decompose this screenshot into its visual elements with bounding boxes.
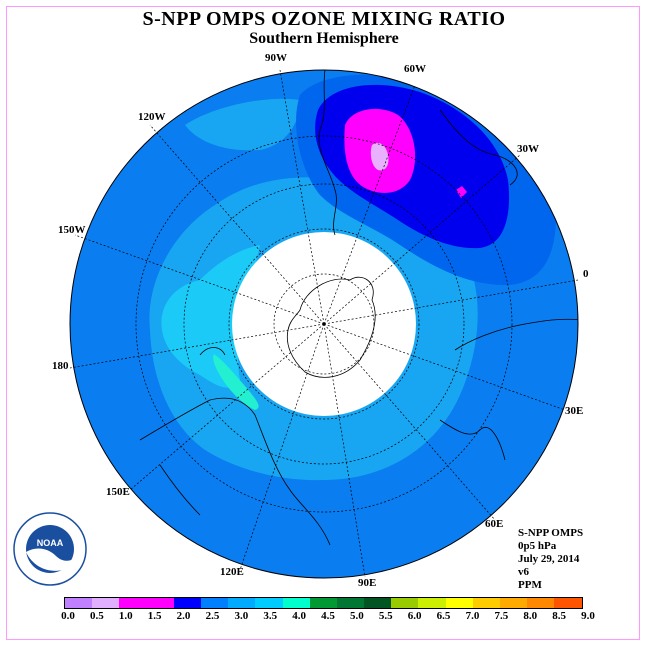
lon-label-0: 0	[583, 268, 589, 280]
colorbar-swatch	[146, 598, 174, 608]
colorbar-tick-label: 3.5	[263, 610, 278, 622]
colorbar-swatch	[418, 598, 446, 608]
south-pole-marker	[322, 322, 326, 326]
colorbar-tick-label: 6.5	[436, 610, 451, 622]
ozone-contour-4-0	[213, 354, 259, 410]
info-block: S-NPP OMPS 0p5 hPa July 29, 2014 v6 PPM	[518, 527, 583, 592]
colorbar-swatch	[336, 598, 365, 608]
colorbar-swatch	[282, 598, 310, 608]
colorbar-ticks: 0.0 0.5 1.0 1.5 2.0 2.5 3.0 3.5 4.0 4.5 5.0 5.5 6.0 6…	[61, 610, 595, 624]
ozone-contour-0-5	[370, 142, 389, 171]
info-level: 0p5 hPa	[518, 540, 557, 552]
lon-label-60w: 60W	[404, 63, 426, 75]
lon-label-120w: 120W	[138, 111, 166, 123]
lon-label-90w: 90W	[265, 52, 287, 64]
colorbar-swatch	[472, 598, 500, 608]
colorbar-swatch	[65, 598, 93, 608]
lon-label-150w: 150W	[58, 224, 86, 236]
colorbar-tick-label: 2.0	[176, 610, 191, 622]
colorbar-tick-label: 0.5	[90, 610, 104, 622]
colorbar-tick-label: 7.5	[494, 610, 509, 622]
figure-frame	[6, 6, 640, 640]
map-title: S-NPP OMPS OZONE MIXING RATIO	[142, 8, 506, 30]
info-units: PPM	[518, 579, 542, 591]
colorbar-tick-label: 4.5	[321, 610, 335, 622]
colorbar-tick-label: 5.0	[350, 610, 364, 622]
colorbar-swatch	[173, 598, 201, 608]
lon-label-30e: 30E	[565, 405, 584, 417]
colorbar-swatch	[364, 598, 392, 608]
colorbar-swatch	[445, 598, 473, 608]
lon-label-180: 180	[52, 360, 69, 372]
ozone-contour-3-5	[161, 245, 260, 388]
colorbar-tick-label: 0.0	[61, 610, 75, 622]
info-version: v6	[518, 566, 529, 578]
colorbar-tick-label: 8.5	[552, 610, 566, 622]
colorbar-tick-label: 7.0	[465, 610, 480, 622]
graticule	[69, 69, 579, 578]
colorbar-tick-label: 8.0	[523, 610, 538, 622]
colorbar-swatch	[255, 598, 283, 608]
ozone-light-patch	[291, 206, 324, 230]
colorbar-swatch	[200, 598, 229, 608]
colorbar-tick-label: 2.5	[205, 610, 220, 622]
colorbar	[64, 597, 583, 609]
lon-label-150e: 150E	[106, 486, 130, 498]
colorbar-swatch	[527, 598, 555, 608]
colorbar-swatch	[391, 598, 419, 608]
map-boundary	[69, 69, 579, 579]
colorbar-tick-label: 3.0	[234, 610, 249, 622]
lon-label-60e: 60E	[485, 518, 504, 530]
colorbar-swatch	[554, 598, 582, 608]
ozone-small-patch	[456, 186, 467, 198]
colorbar-swatch	[119, 598, 147, 608]
colorbar-tick-label: 4.0	[292, 610, 306, 622]
map-subtitle: Southern Hemisphere	[249, 30, 399, 47]
lon-label-30w: 30W	[517, 143, 539, 155]
colorbar-swatch	[228, 598, 256, 608]
colorbar-tick-label: 5.5	[378, 610, 393, 622]
colorbar-swatch	[309, 598, 337, 608]
colorbar-swatch	[92, 598, 120, 608]
colorbar-tick-label: 1.0	[118, 610, 133, 622]
info-date: July 29, 2014	[518, 553, 580, 565]
colorbar-tick-label: 6.0	[407, 610, 422, 622]
colorbar-tick-label: 9.0	[581, 610, 595, 622]
ozone-upper-patch	[185, 98, 300, 151]
lon-label-90e: 90E	[358, 577, 377, 589]
lon-label-120e: 120E	[220, 566, 244, 578]
info-instrument: S-NPP OMPS	[518, 527, 584, 539]
colorbar-swatch	[500, 598, 528, 608]
colorbar-tick-label: 1.5	[147, 610, 162, 622]
